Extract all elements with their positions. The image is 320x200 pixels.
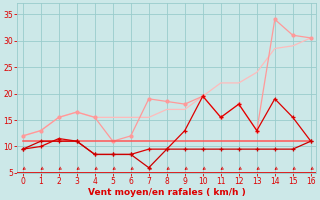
X-axis label: Vent moyen/en rafales ( km/h ): Vent moyen/en rafales ( km/h ) xyxy=(88,188,246,197)
